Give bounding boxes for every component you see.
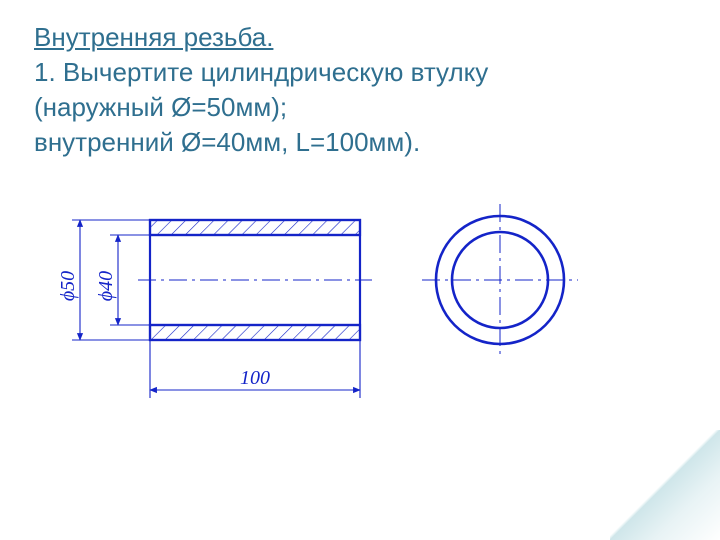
title-line4: внутренний Ø=40мм, L=100мм). [34,127,420,157]
title-line3: (наружный Ø=50мм); [34,92,287,122]
slide: Внутренняя резьба. 1. Вычертите цилиндри… [0,0,720,540]
page-curl-decoration [610,430,720,540]
engineering-drawing: ϕ50 ϕ40 100 [60,190,620,495]
dim-length-label: 100 [240,367,270,389]
end-view [422,204,578,356]
title-line2: 1. Вычертите цилиндрическую втулку [34,57,488,87]
title-line1: Внутренняя резьба. [34,22,273,52]
drawing-svg: ϕ50 ϕ40 100 [60,190,620,490]
dimension-length: 100 [150,340,360,398]
title-block: Внутренняя резьба. 1. Вычертите цилиндри… [34,20,686,160]
section-view [138,220,372,340]
dim-outer-label: ϕ50 [60,271,79,301]
dim-inner-label: ϕ40 [95,271,117,301]
